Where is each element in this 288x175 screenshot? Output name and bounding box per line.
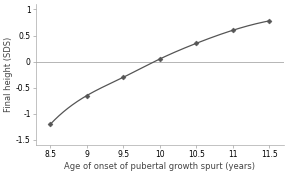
- Y-axis label: Final height (SDS): Final height (SDS): [4, 37, 13, 112]
- X-axis label: Age of onset of pubertal growth spurt (years): Age of onset of pubertal growth spurt (y…: [64, 162, 255, 171]
